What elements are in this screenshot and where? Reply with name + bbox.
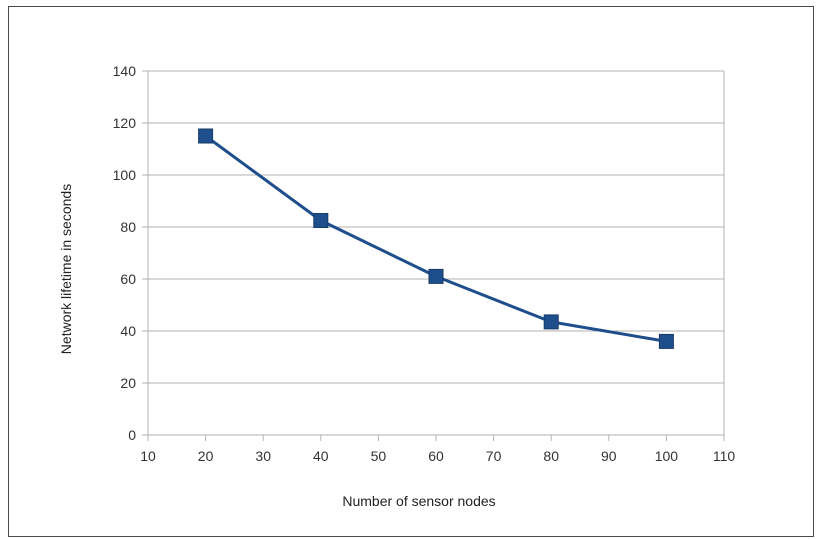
x-tick-label: 70 [486,448,502,464]
grid-lines [148,70,724,384]
x-tick-label: 100 [655,448,679,464]
series-layer [198,128,674,349]
x-tick-label: 40 [313,448,329,464]
y-tick-label: 20 [120,375,136,391]
x-tick-label: 110 [713,448,736,464]
y-tick-labels: 0 20 40 60 80 100 120 140 [113,63,137,443]
y-axis-title: Network lifetime in seconds [58,184,74,354]
y-tick-label: 80 [120,219,136,235]
y-tick-label: 60 [120,271,136,287]
x-tick-label: 80 [543,448,559,464]
data-point-marker [543,314,559,330]
chart-frame [8,6,814,537]
x-tick-label: 30 [255,448,271,464]
y-tick-label: 140 [113,63,137,79]
x-axis-title: Number of sensor nodes [342,493,495,509]
y-tick-label: 100 [113,167,137,183]
x-tick-label: 20 [198,448,214,464]
x-tick-label: 90 [601,448,617,464]
y-tick-label: 40 [120,323,136,339]
axes [142,70,725,441]
x-tick-label: 10 [140,448,156,464]
data-point-marker [198,128,214,144]
x-tick-labels: 10 20 30 40 50 60 70 80 90 100 110 [140,448,735,464]
x-tick-label: 50 [371,448,387,464]
series-line [204,134,667,343]
y-tick-label: 120 [113,115,137,131]
data-point-marker [313,213,329,228]
data-point-marker [428,268,444,284]
x-tick-label: 60 [428,448,444,464]
data-point-marker [658,333,674,349]
y-tick-label: 0 [128,427,136,443]
